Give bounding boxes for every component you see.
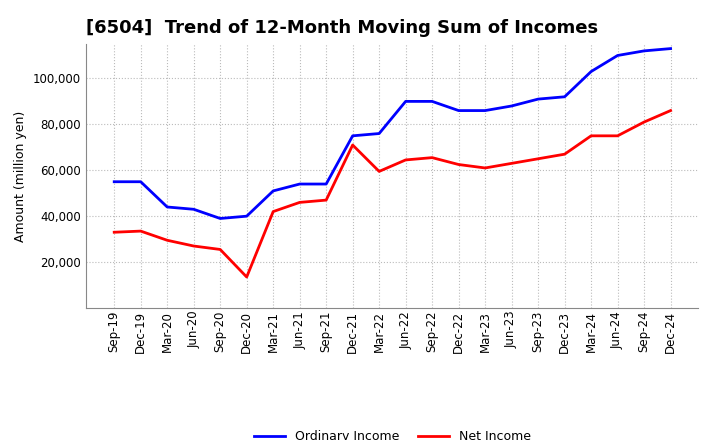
Net Income — [428, 155, 436, 160]
Ordinary Income — [322, 181, 330, 187]
Ordinary Income — [508, 103, 516, 109]
Net Income — [322, 198, 330, 203]
Net Income — [189, 243, 198, 249]
Ordinary Income — [587, 69, 595, 74]
Ordinary Income — [243, 213, 251, 219]
Ordinary Income — [534, 96, 542, 102]
Ordinary Income — [189, 207, 198, 212]
Net Income — [216, 247, 225, 252]
Line: Ordinary Income: Ordinary Income — [114, 48, 670, 219]
Ordinary Income — [375, 131, 384, 136]
Ordinary Income — [348, 133, 357, 139]
Net Income — [375, 169, 384, 174]
Ordinary Income — [428, 99, 436, 104]
Net Income — [640, 119, 649, 125]
Net Income — [587, 133, 595, 139]
Ordinary Income — [640, 48, 649, 54]
Ordinary Income — [481, 108, 490, 113]
Ordinary Income — [613, 53, 622, 58]
Net Income — [136, 228, 145, 234]
Net Income — [454, 162, 463, 167]
Net Income — [666, 108, 675, 113]
Net Income — [295, 200, 304, 205]
Ordinary Income — [110, 179, 119, 184]
Net Income — [110, 230, 119, 235]
Ordinary Income — [216, 216, 225, 221]
Ordinary Income — [454, 108, 463, 113]
Net Income — [401, 157, 410, 162]
Ordinary Income — [295, 181, 304, 187]
Net Income — [508, 161, 516, 166]
Ordinary Income — [401, 99, 410, 104]
Y-axis label: Amount (million yen): Amount (million yen) — [14, 110, 27, 242]
Legend: Ordinary Income, Net Income: Ordinary Income, Net Income — [248, 425, 536, 440]
Line: Net Income: Net Income — [114, 110, 670, 277]
Ordinary Income — [269, 188, 277, 194]
Net Income — [348, 143, 357, 148]
Ordinary Income — [560, 94, 569, 99]
Net Income — [481, 165, 490, 171]
Ordinary Income — [163, 204, 171, 209]
Text: [6504]  Trend of 12-Month Moving Sum of Incomes: [6504] Trend of 12-Month Moving Sum of I… — [86, 19, 598, 37]
Net Income — [243, 275, 251, 280]
Net Income — [613, 133, 622, 139]
Ordinary Income — [666, 46, 675, 51]
Net Income — [269, 209, 277, 214]
Net Income — [560, 151, 569, 157]
Ordinary Income — [136, 179, 145, 184]
Net Income — [534, 156, 542, 161]
Net Income — [163, 238, 171, 243]
